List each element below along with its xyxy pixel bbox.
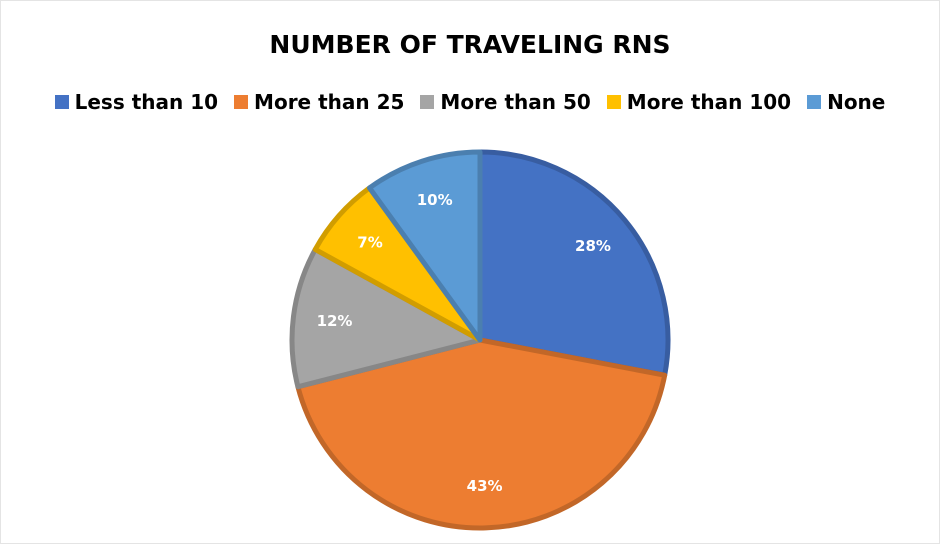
legend-item: More than 25 bbox=[234, 90, 404, 114]
legend: Less than 10 More than 25 More than 50 More… bbox=[0, 90, 940, 114]
legend-swatch bbox=[234, 95, 249, 109]
legend-swatch bbox=[54, 95, 69, 109]
data-label: 7% bbox=[357, 234, 382, 252]
legend-label: None bbox=[827, 90, 886, 114]
pie-slice bbox=[477, 149, 671, 378]
chart-title: NUMBER OF TRAVELING RNS bbox=[269, 30, 671, 59]
legend-item: More than 50 bbox=[420, 90, 591, 114]
data-label: 43% bbox=[467, 477, 503, 495]
data-label: 28% bbox=[575, 237, 611, 255]
legend-swatch bbox=[606, 95, 621, 109]
pie-slice bbox=[366, 149, 483, 343]
legend-swatch bbox=[807, 95, 822, 109]
data-label: 10% bbox=[417, 191, 453, 209]
legend-label: More than 100 bbox=[626, 90, 792, 114]
pie-slice bbox=[295, 337, 668, 531]
legend-label: More than 25 bbox=[254, 90, 405, 114]
legend-label: More than 50 bbox=[440, 90, 591, 114]
legend-item: More than 100 bbox=[606, 90, 792, 114]
legend-swatch bbox=[420, 95, 435, 109]
legend-item: Less than 10 bbox=[54, 90, 219, 114]
legend-item: None bbox=[807, 90, 885, 114]
data-label: 12% bbox=[317, 312, 353, 330]
pie-slice bbox=[289, 246, 483, 390]
legend-label: Less than 10 bbox=[74, 90, 219, 114]
